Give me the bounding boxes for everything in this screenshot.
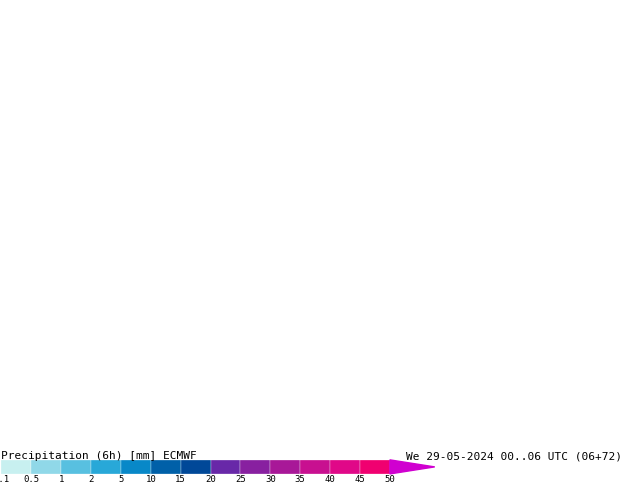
Bar — [121, 460, 151, 474]
Text: 15: 15 — [175, 475, 186, 484]
Text: 2: 2 — [88, 475, 94, 484]
Bar — [330, 460, 360, 474]
Text: 25: 25 — [235, 475, 246, 484]
Bar — [360, 460, 390, 474]
Text: 50: 50 — [385, 475, 395, 484]
Text: 0.5: 0.5 — [23, 475, 39, 484]
Bar — [240, 460, 270, 474]
Bar — [91, 460, 121, 474]
Text: 40: 40 — [325, 475, 335, 484]
Bar — [151, 460, 181, 474]
Text: 45: 45 — [354, 475, 365, 484]
Text: 20: 20 — [205, 475, 216, 484]
Bar — [210, 460, 240, 474]
Text: 30: 30 — [265, 475, 276, 484]
Text: 1: 1 — [58, 475, 64, 484]
Text: 0.1: 0.1 — [0, 475, 10, 484]
Text: We 29-05-2024 00..06 UTC (06+72): We 29-05-2024 00..06 UTC (06+72) — [406, 451, 622, 461]
Text: Precipitation (6h) [mm] ECMWF: Precipitation (6h) [mm] ECMWF — [1, 451, 197, 461]
Bar — [31, 460, 61, 474]
Bar — [1, 460, 31, 474]
Bar — [270, 460, 301, 474]
Text: 5: 5 — [118, 475, 124, 484]
Polygon shape — [390, 460, 435, 474]
Bar — [181, 460, 210, 474]
Text: 10: 10 — [145, 475, 156, 484]
Bar — [301, 460, 330, 474]
Text: 35: 35 — [295, 475, 306, 484]
Bar — [61, 460, 91, 474]
